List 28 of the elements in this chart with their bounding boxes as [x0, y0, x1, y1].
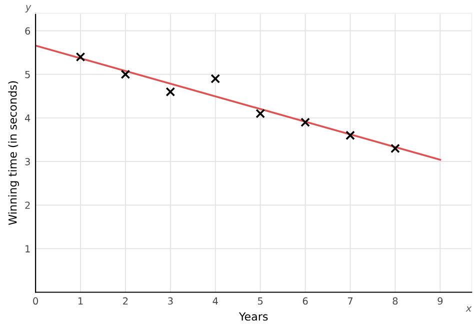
point: [390, 144, 400, 154]
point: [256, 108, 266, 118]
point: [76, 52, 86, 62]
x-tick-label: 9: [438, 297, 443, 305]
y-tick-label: 4: [24, 114, 30, 122]
y-tick-label: 5: [25, 70, 30, 78]
x-tick-label: 0: [33, 297, 38, 305]
x-tick-label: 8: [392, 297, 398, 305]
y-tick-label: 1: [26, 245, 30, 252]
text: x: [466, 306, 472, 312]
y-axis-title: Winning time (in seconds): [8, 81, 19, 225]
x-tick-label: 7: [348, 297, 353, 304]
x-tick-label: 4: [212, 297, 218, 304]
point: [300, 118, 310, 128]
point: [210, 74, 220, 84]
x-axis-title: Years: [238, 312, 268, 321]
x-tick-label: 3: [168, 297, 173, 305]
x-tick-label: 6: [302, 297, 308, 305]
point: [120, 70, 130, 80]
text: y: [25, 5, 32, 12]
y-tick-label: 3: [25, 158, 30, 166]
point: [346, 130, 355, 140]
y-tick-label: 2: [25, 202, 30, 209]
x-tick-label: 2: [123, 297, 128, 304]
x-tick-label: 1: [78, 297, 83, 304]
x-tick-label: 5: [258, 297, 263, 305]
y-tick-label: 6: [25, 27, 30, 35]
point: [166, 87, 176, 97]
